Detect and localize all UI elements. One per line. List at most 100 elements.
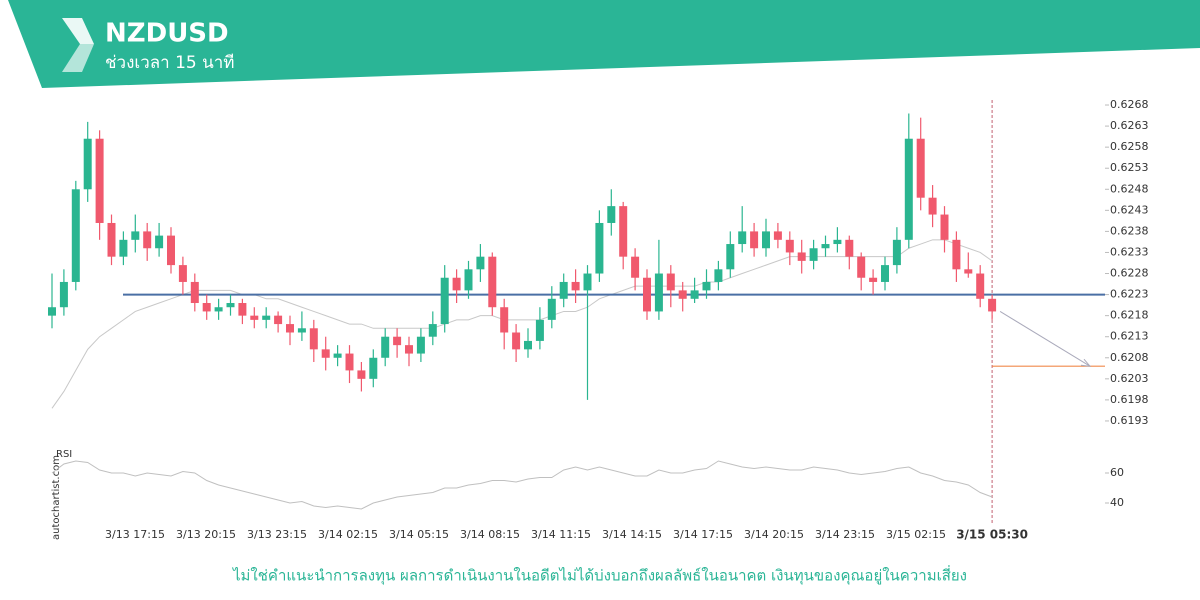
y-tick-label: 0.6228 bbox=[1110, 267, 1149, 280]
candle-body bbox=[250, 315, 259, 320]
moving-average bbox=[51, 239, 993, 409]
x-tick-label: 3/14 14:15 bbox=[602, 528, 662, 541]
candle-body bbox=[964, 269, 973, 274]
candle-body bbox=[631, 256, 640, 278]
header-band bbox=[8, 0, 1200, 88]
candle-body bbox=[547, 298, 556, 320]
candle-body bbox=[643, 277, 651, 312]
x-tick-label: 3/14 23:15 bbox=[815, 528, 875, 541]
candle-body bbox=[595, 222, 604, 274]
candle-body bbox=[178, 265, 187, 282]
y-tick-label: 0.6218 bbox=[1110, 309, 1149, 322]
candle-body bbox=[881, 265, 889, 282]
candle-body bbox=[309, 328, 318, 350]
candle-body bbox=[357, 370, 366, 379]
candle-body bbox=[416, 336, 425, 354]
candle-body bbox=[452, 277, 461, 291]
candle-body bbox=[214, 307, 223, 312]
y-tick-label: 0.6258 bbox=[1110, 140, 1149, 153]
candle-body bbox=[809, 248, 818, 261]
x-tick-label: 3/14 08:15 bbox=[460, 528, 520, 541]
y-tick-label: 0.6208 bbox=[1110, 351, 1149, 364]
candle-body bbox=[83, 138, 92, 190]
rsi-tick-label: 40 bbox=[1110, 496, 1124, 509]
candle-body bbox=[738, 231, 747, 245]
y-tick-label: 0.6213 bbox=[1110, 330, 1149, 343]
candle-body bbox=[131, 231, 140, 240]
arrow-head bbox=[1080, 358, 1092, 367]
candle-body bbox=[321, 349, 330, 358]
candle-body bbox=[892, 239, 901, 266]
candle-body bbox=[190, 281, 199, 304]
y-tick-label: 0.6268 bbox=[1110, 98, 1149, 111]
candle-body bbox=[274, 315, 283, 325]
candle-body bbox=[535, 319, 544, 341]
candle-body bbox=[333, 353, 342, 358]
candle-body bbox=[916, 138, 925, 198]
candle-body bbox=[869, 277, 878, 282]
y-tick-label: 0.6198 bbox=[1110, 393, 1149, 406]
x-tick-label: 3/14 02:15 bbox=[318, 528, 378, 541]
candle-body bbox=[440, 277, 449, 325]
candle-body bbox=[702, 281, 711, 291]
candle-body bbox=[500, 307, 509, 333]
candle-body bbox=[48, 307, 56, 316]
candle-body bbox=[524, 340, 532, 350]
rsi-line bbox=[51, 460, 993, 510]
candle-body bbox=[797, 252, 806, 261]
candle-body bbox=[488, 256, 497, 308]
candle-body bbox=[952, 239, 961, 270]
candle-body bbox=[381, 336, 390, 358]
candle-body bbox=[976, 273, 985, 299]
candle-body bbox=[773, 231, 782, 240]
y-tick-label: 0.6263 bbox=[1110, 119, 1149, 132]
candle-body bbox=[512, 332, 521, 350]
chart-subtitle: ช่วงเวลา 15 นาที bbox=[105, 53, 235, 73]
candle-body bbox=[464, 269, 473, 291]
candle-body bbox=[393, 336, 402, 346]
y-tick-label: 0.6203 bbox=[1110, 372, 1149, 385]
candle-body bbox=[988, 298, 997, 312]
candle-body bbox=[821, 244, 830, 249]
candle-body bbox=[226, 303, 235, 308]
candle-body bbox=[690, 290, 699, 299]
x-tick-label: 3/15 02:15 bbox=[886, 528, 946, 541]
candle-body bbox=[167, 235, 175, 266]
candle-body bbox=[95, 138, 104, 223]
y-tick-label: 0.6193 bbox=[1110, 414, 1149, 427]
y-tick-label: 0.6243 bbox=[1110, 203, 1149, 216]
candle-body bbox=[202, 303, 211, 312]
candle-body bbox=[940, 214, 949, 240]
candle-body bbox=[559, 281, 568, 299]
x-tick-label: 3/14 05:15 bbox=[389, 528, 449, 541]
candle-body bbox=[654, 273, 663, 312]
candle-body bbox=[928, 197, 937, 215]
rsi-label: RSI bbox=[56, 449, 72, 460]
candle-body bbox=[238, 303, 247, 316]
candle-body bbox=[714, 269, 723, 282]
candle-body bbox=[262, 315, 271, 320]
candle-body bbox=[762, 231, 770, 249]
rsi-tick-label: 60 bbox=[1110, 466, 1124, 479]
chart-title: NZDUSD bbox=[105, 19, 229, 49]
candle-body bbox=[119, 239, 128, 257]
logo bbox=[62, 44, 94, 72]
candle-body bbox=[666, 273, 675, 291]
candle-body bbox=[428, 324, 437, 337]
candle-body bbox=[833, 239, 842, 245]
candle-body bbox=[607, 206, 616, 223]
candle-body bbox=[904, 138, 913, 240]
candle-body bbox=[571, 281, 580, 291]
y-tick-label: 0.6233 bbox=[1110, 245, 1149, 258]
candle-body bbox=[286, 324, 294, 333]
candle-body bbox=[476, 256, 485, 270]
candle-body bbox=[107, 222, 116, 257]
x-tick-label: 3/13 17:15 bbox=[105, 528, 165, 541]
x-tick-label: 3/13 23:15 bbox=[247, 528, 307, 541]
candle-body bbox=[845, 239, 854, 257]
x-tick-label: 3/14 11:15 bbox=[531, 528, 591, 541]
x-tick-label: 3/13 20:15 bbox=[176, 528, 236, 541]
y-tick-label: 0.6248 bbox=[1110, 182, 1149, 195]
y-tick-label: 0.6223 bbox=[1110, 288, 1149, 301]
candle-body bbox=[297, 328, 306, 333]
